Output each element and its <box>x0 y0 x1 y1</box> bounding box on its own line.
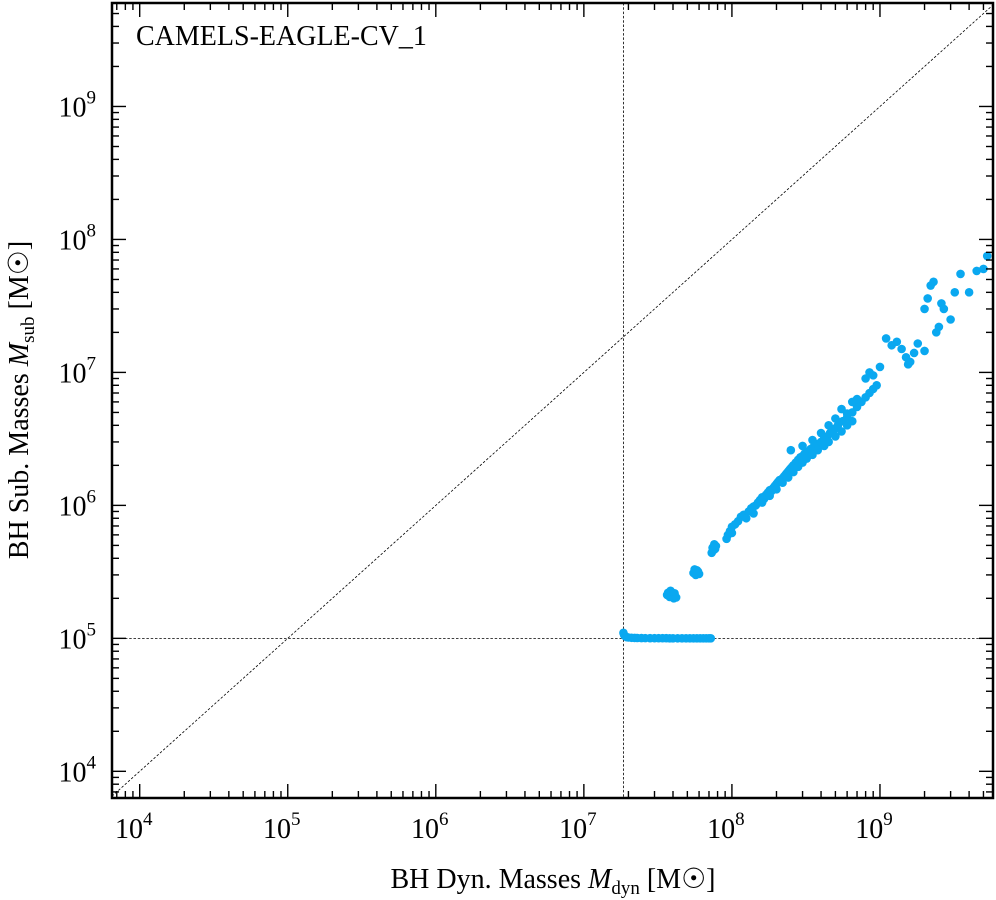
data-point <box>778 478 787 488</box>
data-point <box>881 334 891 343</box>
data-point <box>783 473 793 482</box>
chart-title: CAMELS-EAGLE-CV_1 <box>136 21 427 52</box>
y-tick-label: 104 <box>59 752 97 788</box>
x-tick-label: 108 <box>707 809 745 845</box>
data-point <box>920 346 929 356</box>
x-tick-label: 106 <box>411 809 449 845</box>
y-axis-label: BH Sub. Masses Msub [M☉] <box>4 241 39 559</box>
data-point <box>950 288 960 297</box>
x-tick-label: 105 <box>263 809 301 845</box>
data-point <box>727 528 737 538</box>
data-point <box>920 304 929 314</box>
x-tick-label: 107 <box>559 809 597 845</box>
data-point <box>842 409 852 418</box>
y-tick-label: 105 <box>59 619 97 655</box>
data-point <box>913 339 923 348</box>
data-point <box>694 569 704 579</box>
data-point <box>824 421 833 430</box>
data-point <box>964 288 974 297</box>
data-point <box>808 435 817 445</box>
data-point <box>741 513 751 523</box>
data-point <box>892 337 902 347</box>
data-point <box>706 634 716 643</box>
data-point <box>711 541 721 551</box>
data-point <box>671 593 681 602</box>
data-point <box>816 428 826 438</box>
data-point <box>934 322 944 332</box>
plot-clip-group <box>112 3 993 798</box>
data-point <box>824 437 833 447</box>
data-point <box>923 294 932 303</box>
plot-frame <box>110 1 995 800</box>
y-tick-label: 106 <box>59 486 97 522</box>
data-point <box>765 491 775 501</box>
data-point <box>875 362 885 372</box>
x-tick-label: 109 <box>855 809 893 845</box>
data-point <box>979 264 988 274</box>
data-point <box>831 432 840 441</box>
data-point <box>972 266 981 276</box>
y-tick-label: 107 <box>59 353 97 389</box>
identity-line <box>112 4 993 797</box>
data-point <box>909 348 919 358</box>
data-point <box>852 394 862 404</box>
axes: 104 105 106 107 108 109 104 105 106 107 108 109 <box>59 1 995 845</box>
data-point <box>903 360 913 369</box>
x-tick-label: 104 <box>115 809 153 845</box>
data-point <box>861 374 870 383</box>
data-point <box>868 371 878 380</box>
data-point <box>946 315 955 324</box>
data-point <box>749 509 758 518</box>
data-point <box>982 251 992 261</box>
data-point <box>872 381 881 390</box>
data-point <box>786 445 796 455</box>
data-point <box>929 277 938 287</box>
plot-area <box>112 3 993 798</box>
data-point <box>798 441 807 451</box>
data-point <box>772 485 781 494</box>
data-point <box>813 445 823 455</box>
data-point <box>757 498 767 507</box>
data-point <box>897 344 906 354</box>
data-point <box>831 414 840 423</box>
data-point <box>939 304 949 314</box>
data-point <box>847 416 857 426</box>
data-point <box>837 427 846 436</box>
data-point <box>956 269 965 279</box>
x-axis-label: BH Dyn. Masses Mdyn [M☉] <box>390 864 715 899</box>
y-tick-label: 108 <box>59 220 97 256</box>
y-tick-label: 109 <box>59 87 97 123</box>
